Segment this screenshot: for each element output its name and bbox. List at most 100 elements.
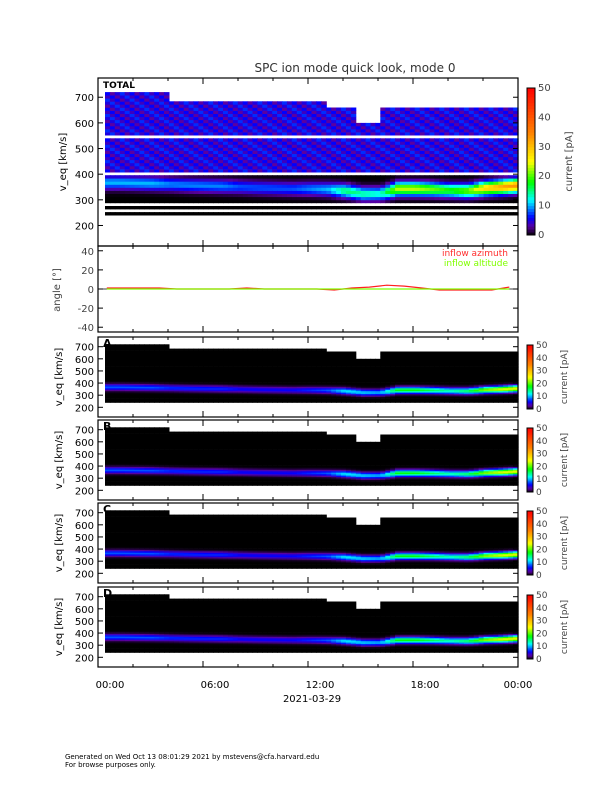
spectrogram-cell [129, 181, 136, 185]
spectrogram-cell [350, 187, 357, 191]
spectrogram-cell [267, 113, 273, 118]
spectrogram-cell [183, 193, 190, 198]
spectrogram-cell [173, 355, 180, 358]
spectrogram-cell [149, 383, 155, 386]
spectrogram-cell [193, 113, 199, 118]
spectrogram-cell [350, 178, 357, 182]
spectrogram-cell [144, 345, 150, 348]
spectrogram-cell [223, 187, 229, 191]
spectrogram-cell [159, 370, 165, 373]
spectrogram-cell [213, 190, 219, 194]
spectrogram-cell [291, 393, 298, 396]
spectrogram-cell [232, 129, 239, 133]
spectrogram-cell [188, 380, 195, 383]
spectrogram-cell [129, 369, 136, 371]
spectrogram-cell [159, 379, 165, 381]
spectrogram-cell [242, 181, 249, 185]
spectrogram-cell [232, 184, 239, 188]
spectrogram-cell [198, 132, 204, 136]
spectrogram-cell [119, 353, 126, 355]
spectrogram-cell [242, 169, 249, 173]
spectrogram-cell [385, 138, 391, 142]
spectrogram-cell [159, 385, 165, 387]
spectrogram-cell [178, 190, 185, 194]
colorbar-segment [527, 99, 535, 104]
spectrogram-cell [277, 107, 283, 111]
spectrogram-cell [119, 166, 126, 170]
spectrogram-cell [414, 159, 421, 164]
spectrogram-cell [252, 385, 258, 387]
spectrogram-cell [193, 396, 199, 399]
spectrogram-cell [365, 193, 372, 198]
spectrogram-cell [232, 364, 239, 367]
spectrogram-cell [252, 376, 258, 379]
spectrogram-cell [360, 392, 367, 395]
spectrogram-cell [345, 141, 352, 145]
spectrogram-cell [154, 193, 160, 198]
spectrogram-cell [449, 132, 455, 136]
spectrogram-cell [129, 187, 136, 191]
spectrogram-cell [400, 156, 406, 161]
spectrogram-cell [198, 159, 204, 164]
spectrogram-cell [282, 193, 288, 198]
spectrogram-cell [262, 110, 268, 114]
spectrogram-cell [232, 355, 239, 358]
spectrogram-cell [336, 357, 342, 360]
spectrogram-cell [282, 355, 288, 358]
spectrogram-cell [375, 187, 381, 191]
spectrogram-cell [306, 360, 313, 363]
spectrogram-cell [296, 398, 303, 400]
spectrogram-cell [424, 196, 431, 201]
spectrogram-cell [316, 206, 322, 210]
spectrogram-cell [277, 387, 283, 390]
spectrogram-cell [119, 377, 126, 380]
spectrogram-cell [213, 399, 219, 402]
spectrogram-cell [168, 396, 175, 399]
spectrogram-cell [139, 169, 145, 173]
spectrogram-cell [198, 364, 204, 367]
spectrogram-cell [183, 390, 190, 393]
spectrogram-cell [513, 156, 519, 161]
spectrogram-cell [503, 196, 509, 201]
spectrogram-cell [114, 169, 121, 173]
spectrogram-cell [301, 153, 308, 158]
spectrogram-cell [252, 169, 258, 173]
spectrogram-cell [213, 401, 219, 403]
spectrogram-cell [227, 361, 234, 364]
spectrogram-cell [198, 104, 204, 108]
spectrogram-cell [513, 166, 519, 170]
spectrogram-cell [400, 144, 406, 148]
spectrogram-cell [286, 396, 293, 399]
spectrogram-cell [227, 147, 234, 151]
spectrogram-cell [144, 351, 150, 354]
spectrogram-cell [488, 190, 494, 194]
spectrogram-cell [218, 376, 224, 379]
spectrogram-cell [173, 126, 180, 130]
spectrogram-cell [454, 193, 460, 198]
spectrogram-cell [282, 395, 288, 397]
spectrogram-cell [218, 369, 224, 371]
spectrogram-cell [449, 156, 455, 161]
spectrogram-cell [208, 380, 214, 383]
spectrogram-cell [316, 369, 322, 371]
spectrogram-cell [223, 129, 229, 133]
spectrogram-cell [252, 379, 258, 381]
spectrogram-cell [262, 363, 268, 365]
spectrogram-cell [262, 169, 268, 173]
spectrogram-cell [355, 150, 362, 154]
spectrogram-cell [449, 150, 455, 154]
spectrogram-cell [414, 184, 421, 188]
spectrogram-cell [198, 358, 204, 361]
spectrogram-cell [282, 371, 288, 374]
spectrogram-cell [296, 386, 303, 389]
spectrogram-cell [336, 366, 342, 368]
spectrogram-cell [414, 190, 421, 194]
spectrogram-cell [109, 369, 116, 371]
spectrogram-cell [168, 360, 175, 363]
spectrogram-cell [218, 178, 224, 182]
spectrogram-cell [419, 199, 426, 204]
spectrogram-cell [316, 212, 322, 216]
spectrogram-cell [513, 162, 519, 167]
spectrogram-cell [218, 181, 224, 185]
spectrogram-cell [247, 153, 254, 158]
